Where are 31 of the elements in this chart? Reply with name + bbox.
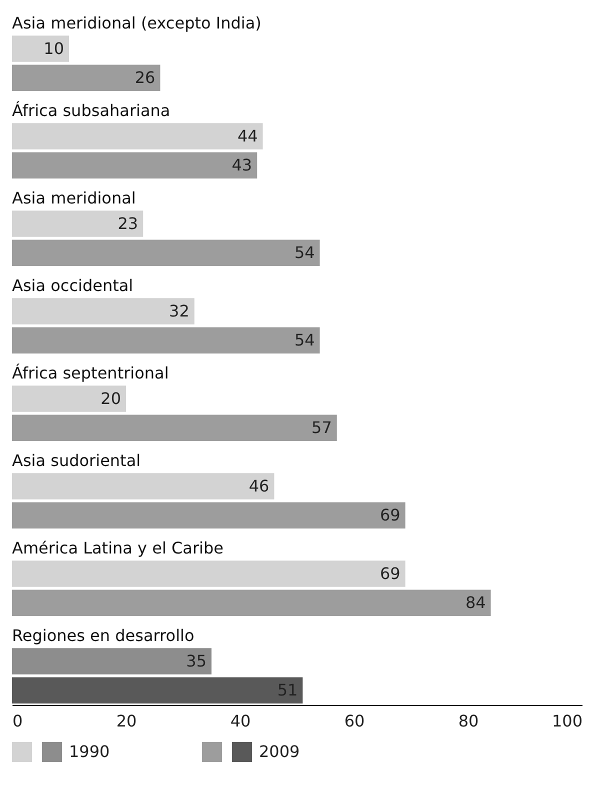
data-label: 20	[100, 388, 121, 408]
data-label: 10	[44, 38, 64, 58]
y-tick-label: Asia meridional	[12, 188, 136, 208]
data-label: 43	[232, 155, 252, 174]
x-tick-label: 60	[344, 712, 365, 730]
data-label: 54	[294, 242, 315, 262]
data-label: 84	[465, 592, 486, 612]
y-tick-label: Regiones en desarrollo	[12, 626, 194, 646]
legend-label: 2009	[259, 742, 300, 761]
y-tick-label: Asia occidental	[12, 276, 134, 296]
data-label: 32	[169, 301, 190, 320]
legend-label: 1990	[69, 742, 110, 761]
y-tick-label: América Latina y el Caribe	[12, 538, 224, 558]
y-tick-label: Asia sudoriental	[12, 451, 141, 470]
data-label: 69	[380, 564, 400, 583]
x-tick-label: 20	[116, 712, 137, 730]
data-label: 23	[118, 214, 138, 233]
data-label: 69	[380, 505, 400, 524]
x-tick-label: 40	[230, 712, 251, 730]
x-tick-label: 0	[12, 712, 23, 730]
y-tick-label: África septentrional	[12, 364, 169, 383]
data-label: 26	[134, 68, 156, 87]
data-label: 35	[186, 651, 206, 670]
x-tick-label: 80	[458, 712, 479, 730]
data-label: 46	[248, 476, 270, 496]
data-label: 57	[312, 418, 332, 437]
data-label: 44	[237, 126, 258, 146]
data-label: 54	[294, 330, 315, 350]
y-tick-label: Asia meridional (excepto India)	[12, 14, 262, 33]
x-tick-label: 100	[552, 712, 582, 730]
y-tick-label: África subsahariana	[12, 101, 170, 120]
